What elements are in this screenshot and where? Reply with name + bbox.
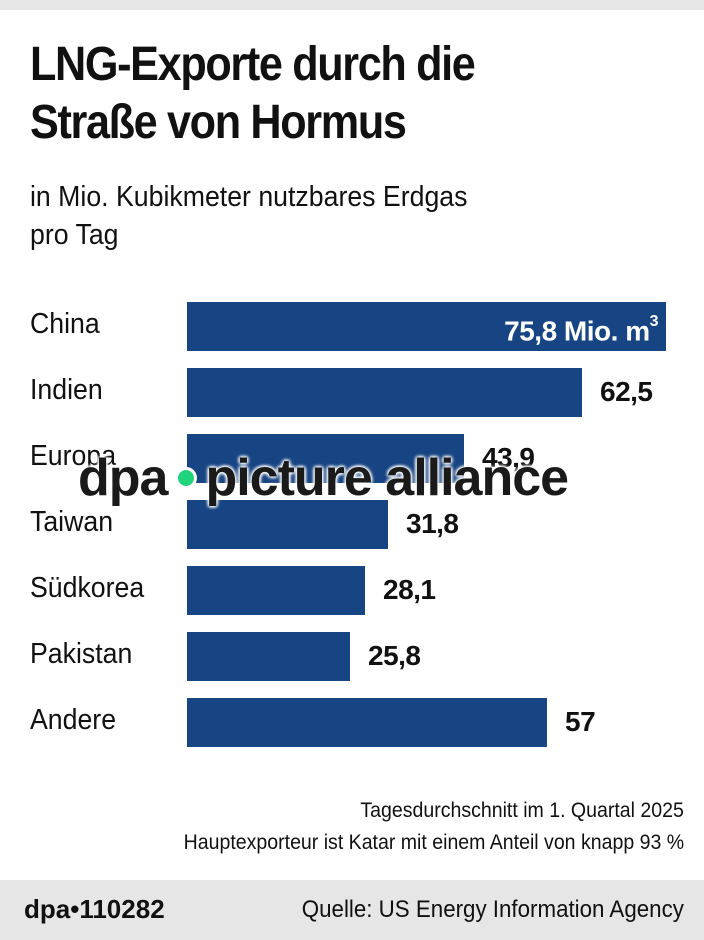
chart-subtitle: in Mio. Kubikmeter nutzbares Erdgas pro … (30, 178, 467, 254)
bar-row: Südkorea 28,1 (0, 564, 704, 615)
bar-value-text: 57 (565, 706, 596, 737)
bar (187, 434, 464, 483)
bar (187, 302, 666, 351)
bar-value-text: 25,8 (368, 640, 421, 671)
bar-row: China 75,8 Mio. m3 (0, 300, 704, 351)
bar (187, 632, 350, 681)
bar-value-label: 43,9 (482, 438, 535, 478)
bar-value-label: 62,5 (600, 372, 653, 412)
title-line-2: Straße von Hormus (30, 96, 407, 149)
bar-row: Europa 43,9 (0, 432, 704, 483)
watermark: dpa picture alliance (78, 448, 569, 508)
watermark-dot-icon (175, 467, 198, 490)
bar-row: Indien 62,5 (0, 366, 704, 417)
bar-value-label: 28,1 (383, 570, 436, 610)
subtitle-line-1: in Mio. Kubikmeter nutzbares Erdgas (30, 181, 468, 213)
bar (187, 368, 582, 417)
bar-label: Andere (30, 704, 117, 736)
bar-label: China (30, 308, 100, 340)
bar-row: Andere 57 (0, 696, 704, 747)
bar-value-text: 43,9 (482, 442, 535, 473)
note-main-exporter: Hauptexporteur ist Katar mit einem Antei… (183, 831, 684, 854)
bar-value-label: 57 (565, 702, 596, 742)
bar-value-text: 31,8 (406, 508, 459, 539)
title-line-1: LNG-Exporte durch die (30, 38, 476, 91)
bar (187, 698, 547, 747)
top-border (0, 0, 704, 10)
bar (187, 566, 365, 615)
watermark-picture-alliance: picture alliance (205, 449, 569, 507)
bar-value-text: 28,1 (383, 574, 436, 605)
source-credit: Quelle: US Energy Information Agency (301, 896, 684, 923)
bar-label: Taiwan (30, 506, 114, 538)
bar-label: Südkorea (30, 572, 145, 604)
subtitle-line-2: pro Tag (30, 219, 119, 251)
chart-title: LNG-Exporte durch die Straße von Hormus (30, 36, 624, 152)
bar-row: Pakistan 25,8 (0, 630, 704, 681)
bar-value-text: 75,8 Mio. m (504, 315, 650, 347)
unit-superscript: 3 (649, 313, 659, 330)
bar-row: Taiwan 31,8 (0, 498, 704, 549)
bar-value-label: 25,8 (368, 636, 421, 676)
graphic-id: dpa•110282 (24, 894, 165, 924)
bar-value-text: 62,5 (600, 376, 653, 407)
note-period: Tagesdurchschnitt im 1. Quartal 2025 (360, 799, 684, 822)
bar (187, 500, 388, 549)
bar-label: Europa (30, 440, 117, 472)
bar-value-label: 31,8 (406, 504, 459, 544)
bar-label: Indien (30, 374, 103, 406)
watermark-dpa: dpa (78, 449, 168, 507)
bar-label: Pakistan (30, 638, 133, 670)
footer: dpa•110282 Quelle: US Energy Information… (0, 880, 704, 940)
bar-value-label: 75,8 Mio. m3 (504, 306, 658, 351)
